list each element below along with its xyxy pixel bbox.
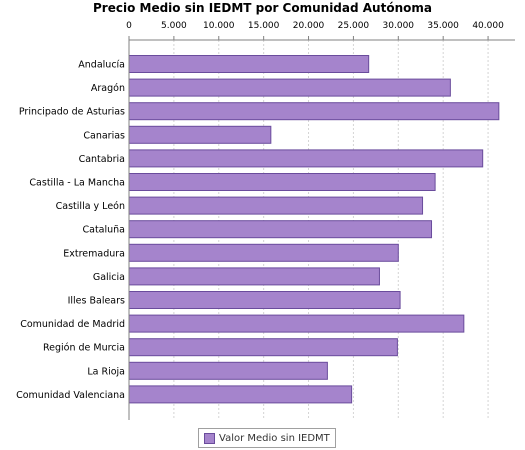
- category-label: Andalucía: [78, 60, 125, 71]
- legend-label: Valor Medio sin IEDMT: [219, 432, 330, 444]
- x-tick-label: 10.000: [203, 21, 235, 31]
- category-label: Illes Balears: [68, 296, 125, 307]
- category-label: Galicia: [93, 272, 125, 283]
- category-label: Comunidad de Madrid: [20, 319, 125, 330]
- bar: [128, 291, 401, 309]
- x-tick-label: 40.000: [472, 21, 504, 31]
- category-label: Comunidad Valenciana: [16, 390, 125, 401]
- x-tick-label: 20.000: [293, 21, 325, 31]
- axes: [128, 39, 515, 420]
- category-label: Aragón: [91, 83, 125, 94]
- bar: [128, 220, 433, 239]
- category-label: Principado de Asturias: [19, 107, 125, 118]
- chart-title: Precio Medio sin IEDMT por Comunidad Aut…: [93, 1, 432, 15]
- x-axis-ticks: 0 5.000 10.000 15.000 20.000 25.000 30.000 35.0…: [126, 21, 504, 40]
- bar: [128, 55, 370, 73]
- x-tick-label: 0: [126, 21, 132, 31]
- category-label: Cataluña: [82, 225, 125, 236]
- category-label: Canarias: [83, 130, 125, 141]
- x-tick-label: 35.000: [427, 21, 459, 31]
- x-tick-label: 5.000: [161, 21, 187, 31]
- bar: [128, 338, 398, 357]
- bar: [128, 385, 353, 404]
- legend: Valor Medio sin IEDMT: [198, 428, 336, 448]
- category-label: Extremadura: [63, 248, 125, 259]
- category-labels: Andalucía Aragón Principado de Asturias Can…: [16, 60, 125, 401]
- bar: [128, 267, 380, 286]
- category-label: Castilla y León: [56, 201, 125, 212]
- bar: [128, 173, 436, 191]
- category-label: La Rioja: [87, 366, 125, 377]
- bar: [128, 196, 424, 215]
- bar: [128, 78, 451, 97]
- category-label: Cantabria: [79, 154, 125, 165]
- bar: [128, 125, 272, 144]
- bar: [128, 149, 484, 168]
- legend-swatch: [204, 432, 215, 444]
- category-label: Castilla - La Mancha: [29, 178, 125, 189]
- category-label: Región de Murcia: [43, 343, 125, 354]
- bar: [128, 102, 500, 121]
- bar: [128, 243, 399, 262]
- x-tick-label: 30.000: [383, 21, 415, 31]
- bar: [128, 361, 328, 380]
- bar: [128, 314, 465, 333]
- x-tick-label: 15.000: [248, 21, 280, 31]
- x-tick-label: 25.000: [338, 21, 370, 31]
